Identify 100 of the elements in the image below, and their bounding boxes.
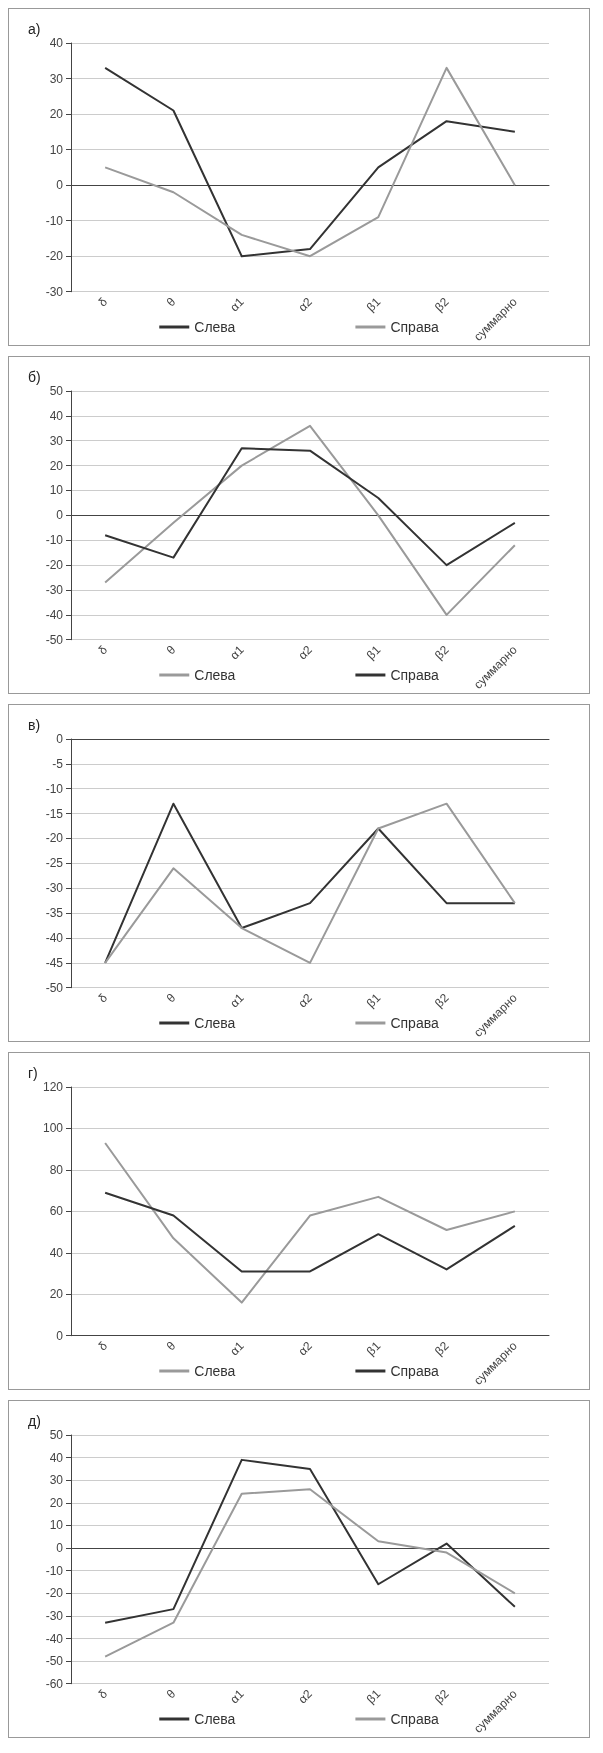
x-tick-label: α1	[227, 1338, 247, 1359]
y-tick-label: -30	[45, 284, 64, 299]
legend-label: Слева	[194, 667, 236, 683]
line-series	[104, 1488, 516, 1658]
y-tick-label: -20	[45, 831, 64, 846]
x-tick-label: θ	[163, 1338, 179, 1354]
y-tick-label: -10	[45, 781, 64, 796]
y-tick-label: 40	[49, 408, 64, 423]
y-tick-label: -20	[45, 558, 64, 573]
chart-title: д)	[28, 1413, 41, 1429]
y-tick-label: 20	[49, 1287, 64, 1302]
chart-title: а)	[28, 21, 41, 37]
x-tick-label: β1	[363, 990, 384, 1011]
y-tick-label: 0	[56, 178, 64, 193]
y-tick-label: 20	[49, 107, 64, 122]
x-tick-label: δ	[95, 1338, 111, 1354]
x-tick-label: α2	[295, 1686, 316, 1707]
y-tick-label: -10	[45, 1563, 64, 1578]
x-tick-label: β1	[363, 1338, 384, 1359]
y-tick-label: -25	[45, 856, 64, 871]
x-tick-label: δ	[95, 642, 111, 658]
x-tick-label: θ	[163, 1686, 179, 1702]
x-tick-label: β2	[432, 1338, 452, 1359]
y-tick-label: 40	[49, 1245, 64, 1260]
y-tick-label: 0	[56, 508, 64, 523]
y-tick-label: 80	[49, 1162, 64, 1177]
x-tick-label: β2	[432, 990, 452, 1011]
y-tick-label: 60	[49, 1204, 64, 1219]
chart-title: б)	[28, 369, 41, 385]
y-tick-label: 30	[49, 71, 64, 86]
line-series	[104, 802, 516, 964]
x-tick-label: α2	[295, 294, 316, 315]
y-tick-label: 40	[49, 1450, 64, 1465]
legend-label: Справа	[390, 319, 439, 335]
y-tick-label: -50	[45, 980, 64, 995]
x-tick-label: β1	[363, 294, 384, 315]
legend-label: Слева	[194, 1015, 236, 1031]
line-series	[104, 424, 516, 616]
legend-label: Слева	[194, 1711, 236, 1727]
y-tick-label: -20	[45, 1586, 64, 1601]
legend-label: Справа	[390, 1363, 439, 1379]
y-tick-label: -30	[45, 582, 64, 597]
x-tick-label: θ	[163, 642, 179, 658]
y-tick-label: -50	[45, 632, 64, 647]
x-tick-label: α1	[227, 642, 247, 663]
y-tick-label: 10	[49, 142, 64, 157]
chart-title: в)	[28, 717, 41, 733]
y-tick-label: -15	[45, 806, 64, 821]
y-tick-label: 20	[49, 1495, 64, 1510]
x-tick-label: δ	[95, 1686, 111, 1702]
line-series	[104, 447, 516, 567]
x-tick-label: δ	[95, 990, 111, 1006]
y-tick-label: -30	[45, 881, 64, 896]
y-tick-label: -5	[52, 756, 64, 771]
y-tick-label: -50	[45, 1654, 64, 1669]
y-tick-label: 50	[49, 1428, 64, 1442]
x-tick-label: β1	[363, 642, 384, 663]
y-tick-label: -60	[45, 1676, 64, 1691]
legend-label: Справа	[390, 667, 439, 683]
legend-label: Справа	[390, 1015, 439, 1031]
y-tick-label: -40	[45, 930, 64, 945]
legend-label: Слева	[194, 319, 236, 335]
x-tick-label: α1	[227, 990, 247, 1011]
x-tick-label: β2	[432, 642, 452, 663]
y-tick-label: -20	[45, 249, 64, 264]
x-tick-label: α1	[227, 294, 247, 315]
x-tick-label: θ	[163, 294, 179, 310]
y-tick-label: -40	[45, 1631, 64, 1646]
y-tick-label: 20	[49, 458, 64, 473]
y-tick-label: 0	[56, 1541, 64, 1556]
y-tick-label: 40	[49, 36, 64, 50]
line-series	[104, 66, 516, 258]
x-tick-label: β2	[432, 1686, 452, 1707]
y-tick-label: 120	[42, 1080, 64, 1094]
legend-label: Слева	[194, 1363, 236, 1379]
y-tick-label: -45	[45, 955, 64, 970]
y-tick-label: 50	[49, 384, 64, 398]
y-tick-label: 0	[56, 732, 64, 746]
x-tick-label: β1	[363, 1686, 384, 1707]
y-tick-label: 0	[56, 1328, 64, 1343]
chart-title: г)	[28, 1065, 38, 1081]
y-tick-label: 30	[49, 1473, 64, 1488]
x-tick-label: α2	[295, 1338, 316, 1359]
y-tick-label: -40	[45, 607, 64, 622]
x-tick-label: θ	[163, 990, 179, 1006]
y-tick-label: 100	[42, 1121, 64, 1136]
x-tick-label: α1	[227, 1686, 247, 1707]
y-tick-label: -10	[45, 213, 64, 228]
x-tick-label: α2	[295, 642, 316, 663]
x-tick-label: β2	[432, 294, 452, 315]
y-tick-label: 10	[49, 1518, 64, 1533]
y-tick-label: -35	[45, 906, 64, 921]
y-tick-label: -30	[45, 1608, 64, 1623]
line-series	[104, 1191, 516, 1273]
y-tick-label: 10	[49, 483, 64, 498]
y-tick-label: -10	[45, 533, 64, 548]
x-tick-label: α2	[295, 990, 316, 1011]
line-series	[104, 1141, 516, 1304]
y-tick-label: 30	[49, 433, 64, 448]
x-tick-label: δ	[95, 294, 111, 310]
